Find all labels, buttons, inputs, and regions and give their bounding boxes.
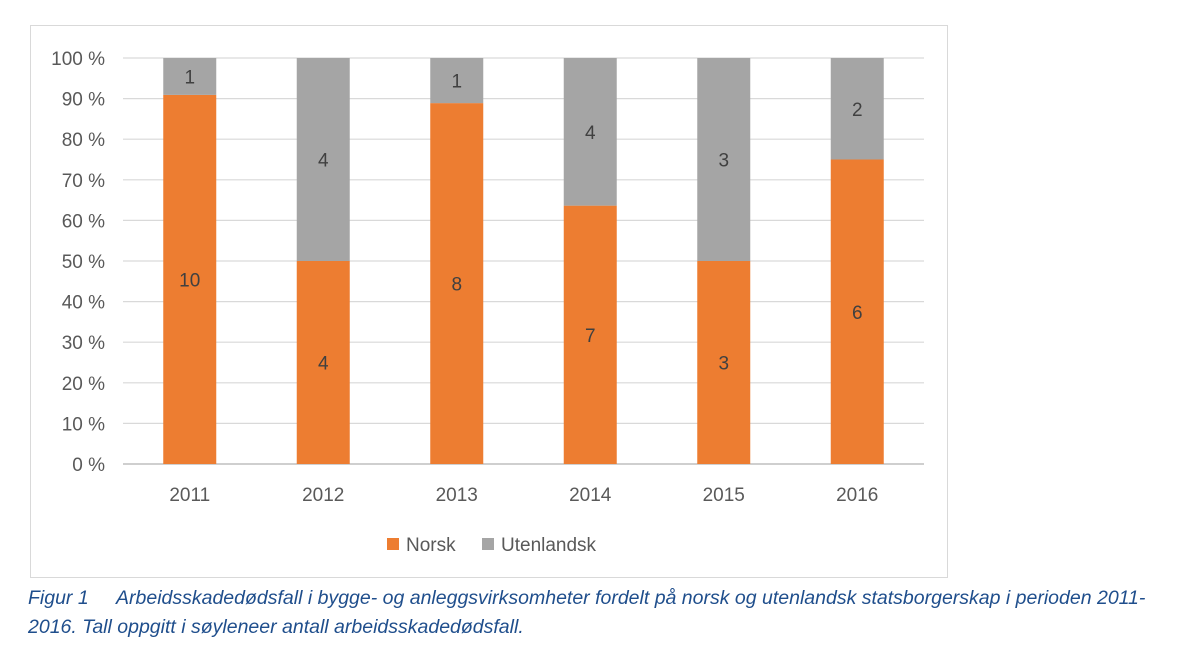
data-label-norsk-2012: 4 — [318, 354, 329, 375]
x-tick-label: 2012 — [302, 485, 344, 506]
legend-swatch-utenlandsk — [482, 538, 494, 550]
y-tick-label: 10 % — [62, 414, 105, 435]
x-tick-label: 2011 — [169, 485, 210, 506]
bar-norsk-2016 — [830, 159, 884, 464]
y-tick-label: 80 % — [62, 130, 105, 151]
stacked-bar-chart: 0 % 10 % 20 % 30 % 40 % 50 % 60 % 70 % 80 % 90 % 1… — [51, 49, 924, 556]
bar-utenlandsk-2013 — [430, 58, 484, 104]
data-label-norsk-2013: 8 — [451, 275, 462, 296]
bar-utenlandsk-2016 — [830, 58, 884, 160]
data-label-norsk-2015: 3 — [718, 354, 729, 375]
data-label-utenlandsk-2014: 4 — [585, 123, 596, 144]
legend-swatch-norsk — [387, 538, 399, 550]
bar-utenlandsk-2015 — [697, 58, 751, 261]
bar-norsk-2011 — [163, 94, 217, 464]
figure-caption: Figur 1 Arbeidsskadedødsfall i bygge- og … — [28, 584, 1188, 642]
y-tick-label: 30 % — [62, 333, 105, 354]
bar-utenlandsk-2012 — [296, 58, 350, 261]
data-label-utenlandsk-2015: 3 — [718, 151, 729, 172]
x-tick-label: 2016 — [836, 485, 878, 506]
chart-area: 0 % 10 % 20 % 30 % 40 % 50 % 60 % 70 % 80 % 90 % 1… — [30, 25, 948, 578]
y-tick-label: 60 % — [62, 211, 105, 232]
y-tick-label: 100 % — [51, 49, 105, 70]
y-tick-label: 70 % — [62, 171, 105, 192]
data-label-norsk-2014: 7 — [585, 326, 596, 347]
bar-utenlandsk-2011 — [163, 58, 217, 95]
bar-norsk-2014 — [563, 205, 617, 465]
bar-norsk-2015 — [697, 261, 751, 464]
y-tick-label: 90 % — [62, 90, 105, 111]
x-tick-label: 2013 — [436, 485, 478, 506]
bar-norsk-2013 — [430, 103, 484, 464]
data-label-utenlandsk-2011: 1 — [184, 67, 195, 88]
y-tick-label: 0 % — [72, 455, 105, 476]
y-tick-label: 20 % — [62, 374, 105, 395]
y-tick-label: 40 % — [62, 293, 105, 314]
y-tick-label: 50 % — [62, 252, 105, 273]
x-tick-label: 2015 — [703, 485, 745, 506]
caption-text: Arbeidsskadedødsfall i bygge- og anleggs… — [28, 587, 1146, 638]
data-label-norsk-2016: 6 — [852, 303, 863, 324]
bar-norsk-2012 — [296, 261, 350, 464]
data-label-utenlandsk-2016: 2 — [852, 100, 863, 121]
legend-label-utenlandsk: Utenlandsk — [501, 535, 597, 556]
legend-label-norsk: Norsk — [406, 535, 456, 556]
data-label-utenlandsk-2013: 1 — [451, 72, 462, 93]
bar-utenlandsk-2014 — [563, 58, 617, 206]
x-tick-label: 2014 — [569, 485, 612, 506]
data-label-utenlandsk-2012: 4 — [318, 151, 329, 172]
data-label-norsk-2011: 10 — [179, 270, 200, 291]
figure-number: Figur 1 — [28, 587, 89, 609]
